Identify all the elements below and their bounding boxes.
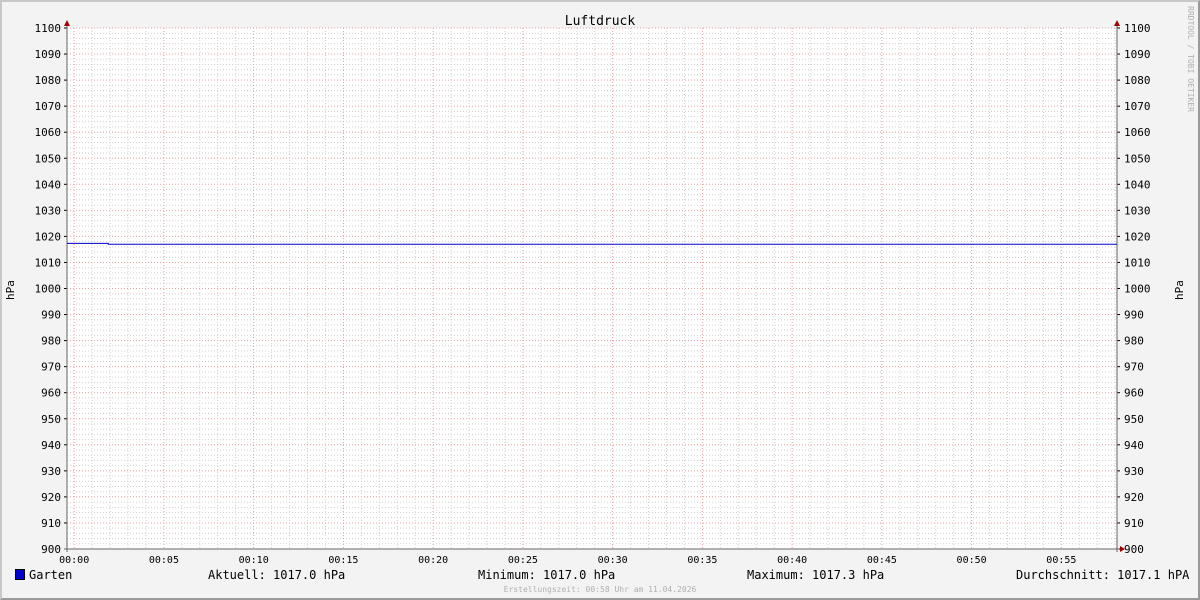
x-tick-label: 00:10 bbox=[239, 555, 269, 566]
y-tick-label-left: 960 bbox=[41, 387, 61, 400]
series-line-garten bbox=[67, 242, 1117, 245]
y-tick-label-right: 980 bbox=[1124, 335, 1144, 348]
x-tick-label: 00:30 bbox=[598, 555, 628, 566]
y-tick-label-left: 980 bbox=[41, 335, 61, 348]
x-tick-label: 00:35 bbox=[687, 555, 717, 566]
footer-timestamp: Erstellungszeit: 00:58 Uhr am 11.04.2026 bbox=[503, 585, 697, 594]
y-tick-label-left: 1030 bbox=[35, 204, 62, 217]
y-tick-label-right: 1090 bbox=[1124, 48, 1151, 61]
y-tick-label-left: 1080 bbox=[35, 74, 62, 87]
y-tick-label-right: 920 bbox=[1124, 491, 1144, 504]
y-tick-label-right: 910 bbox=[1124, 517, 1144, 530]
x-tick-label: 00:05 bbox=[149, 555, 179, 566]
y-tick-label-right: 1060 bbox=[1124, 126, 1151, 139]
x-tick-label: 00:50 bbox=[957, 555, 987, 566]
y-axis-label-left: hPa bbox=[4, 280, 17, 300]
x-tick-label: 00:20 bbox=[418, 555, 448, 566]
y-axis-arrow-right bbox=[1114, 20, 1120, 26]
y-tick-label-left: 1010 bbox=[35, 256, 62, 269]
y-tick-label-left: 950 bbox=[41, 413, 61, 426]
y-tick-label-left: 990 bbox=[41, 309, 61, 322]
y-tick-label-right: 1000 bbox=[1124, 283, 1151, 296]
y-tick-label-right: 900 bbox=[1124, 543, 1144, 556]
y-tick-label-right: 970 bbox=[1124, 361, 1144, 374]
y-tick-label-right: 1100 bbox=[1124, 22, 1151, 35]
legend-maximum: Maximum: 1017.3 hPa bbox=[747, 568, 885, 582]
y-tick-label-right: 1030 bbox=[1124, 204, 1151, 217]
legend-item-garten: Garten bbox=[15, 568, 72, 582]
y-tick-label-left: 1020 bbox=[35, 230, 62, 243]
x-tick-label: 00:15 bbox=[328, 555, 358, 566]
x-tick-label: 00:45 bbox=[867, 555, 897, 566]
y-tick-label-right: 930 bbox=[1124, 465, 1144, 478]
y-tick-label-left: 970 bbox=[41, 361, 61, 374]
legend-current: Aktuell: 1017.0 hPa bbox=[208, 568, 346, 582]
y-tick-label-left: 940 bbox=[41, 439, 61, 452]
y-tick-label-right: 1080 bbox=[1124, 74, 1151, 87]
y-tick-label-left: 1040 bbox=[35, 178, 62, 191]
y-tick-label-left: 1050 bbox=[35, 152, 62, 165]
legend-average: Durchschnitt: 1017.1 hPA bbox=[1016, 568, 1190, 582]
y-tick-label-left: 910 bbox=[41, 517, 61, 530]
x-tick-label: 00:40 bbox=[777, 555, 807, 566]
y-tick-label-right: 1070 bbox=[1124, 100, 1151, 113]
x-tick-label: 00:25 bbox=[508, 555, 538, 566]
y-tick-label-right: 1010 bbox=[1124, 256, 1151, 269]
y-tick-label-right: 1020 bbox=[1124, 230, 1151, 243]
legend-label: Garten bbox=[29, 568, 73, 582]
y-tick-label-left: 930 bbox=[41, 465, 61, 478]
x-axis-arrow bbox=[1120, 546, 1125, 552]
y-tick-label-right: 940 bbox=[1124, 439, 1144, 452]
y-axis-arrow-left bbox=[64, 20, 70, 26]
y-tick-label-right: 1050 bbox=[1124, 152, 1151, 165]
y-tick-label-right: 990 bbox=[1124, 309, 1144, 322]
y-tick-label-left: 1090 bbox=[35, 48, 62, 61]
y-tick-label-right: 1040 bbox=[1124, 178, 1151, 191]
y-tick-label-left: 1000 bbox=[35, 283, 62, 296]
y-tick-label-left: 900 bbox=[41, 543, 61, 556]
y-tick-label-left: 920 bbox=[41, 491, 61, 504]
y-tick-label-left: 1060 bbox=[35, 126, 62, 139]
chart-title: Luftdruck bbox=[565, 14, 636, 29]
y-tick-label-right: 960 bbox=[1124, 387, 1144, 400]
y-axis-label-right: hPa bbox=[1173, 280, 1186, 300]
y-tick-label-left: 1070 bbox=[35, 100, 62, 113]
x-tick-label: 00:00 bbox=[59, 555, 89, 566]
x-tick-label: 00:55 bbox=[1046, 555, 1076, 566]
y-tick-label-left: 1100 bbox=[35, 22, 62, 35]
watermark: RRDTOOL / TOBI OETIKER bbox=[1186, 6, 1195, 112]
legend-swatch bbox=[15, 569, 25, 580]
legend-minimum: Minimum: 1017.0 hPa bbox=[478, 568, 616, 582]
y-tick-label-right: 950 bbox=[1124, 413, 1144, 426]
